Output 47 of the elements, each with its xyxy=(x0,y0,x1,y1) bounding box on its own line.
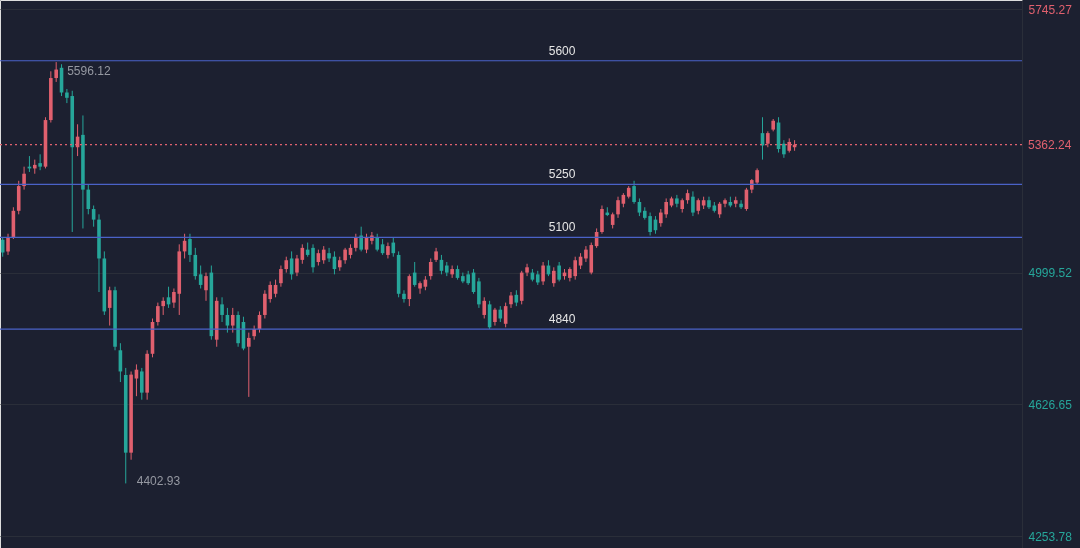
candlestick xyxy=(54,61,58,83)
y-tick-label: 4626.65 xyxy=(1028,397,1073,412)
y-tick-label: 4253.78 xyxy=(1028,529,1073,544)
candlestick xyxy=(450,265,454,279)
candlestick xyxy=(22,166,26,191)
candlestick xyxy=(6,233,10,256)
candlestick xyxy=(509,291,513,309)
ref-line-label: 5600 xyxy=(548,43,576,58)
candlestick xyxy=(188,233,192,263)
annotation: 5596.12 xyxy=(67,64,111,79)
candlestick xyxy=(359,226,363,252)
candlestick xyxy=(311,243,315,274)
candlestick xyxy=(723,197,727,208)
candlestick xyxy=(327,247,331,263)
annotation: 4402.93 xyxy=(136,474,181,489)
candlestick xyxy=(739,199,743,210)
candlestick xyxy=(525,263,529,277)
ref-line-label: 4840 xyxy=(548,312,576,327)
candlestick xyxy=(552,266,556,288)
candlestick xyxy=(247,332,251,398)
ref-line-label: 5362.24 xyxy=(1028,137,1072,152)
ref-line-label: 5100 xyxy=(548,220,576,235)
candlestick xyxy=(295,254,299,277)
candlestick xyxy=(691,190,695,217)
candlestick xyxy=(632,180,636,205)
candlestick xyxy=(428,257,433,281)
candlestick xyxy=(220,296,224,323)
candlestick xyxy=(402,289,406,304)
candlestick xyxy=(140,367,144,401)
candlestick xyxy=(477,277,481,309)
candlestick xyxy=(557,261,561,282)
candlestick xyxy=(156,302,160,327)
candlestick xyxy=(616,196,620,219)
candlestick xyxy=(600,205,604,235)
candlestick xyxy=(86,183,91,215)
candlestick xyxy=(204,272,208,302)
candlestick xyxy=(38,153,42,171)
candlestick xyxy=(541,261,545,286)
candlestick xyxy=(418,280,422,295)
y-tick-label: 5745.27 xyxy=(1028,2,1073,17)
candlestick xyxy=(675,194,679,208)
candlestick xyxy=(482,296,487,319)
ref-line-label: 5250 xyxy=(548,167,576,182)
candlestick xyxy=(230,307,235,334)
y-tick-label: 4999.52 xyxy=(1028,266,1073,281)
candlestick xyxy=(279,265,283,288)
candlestick xyxy=(391,236,396,258)
